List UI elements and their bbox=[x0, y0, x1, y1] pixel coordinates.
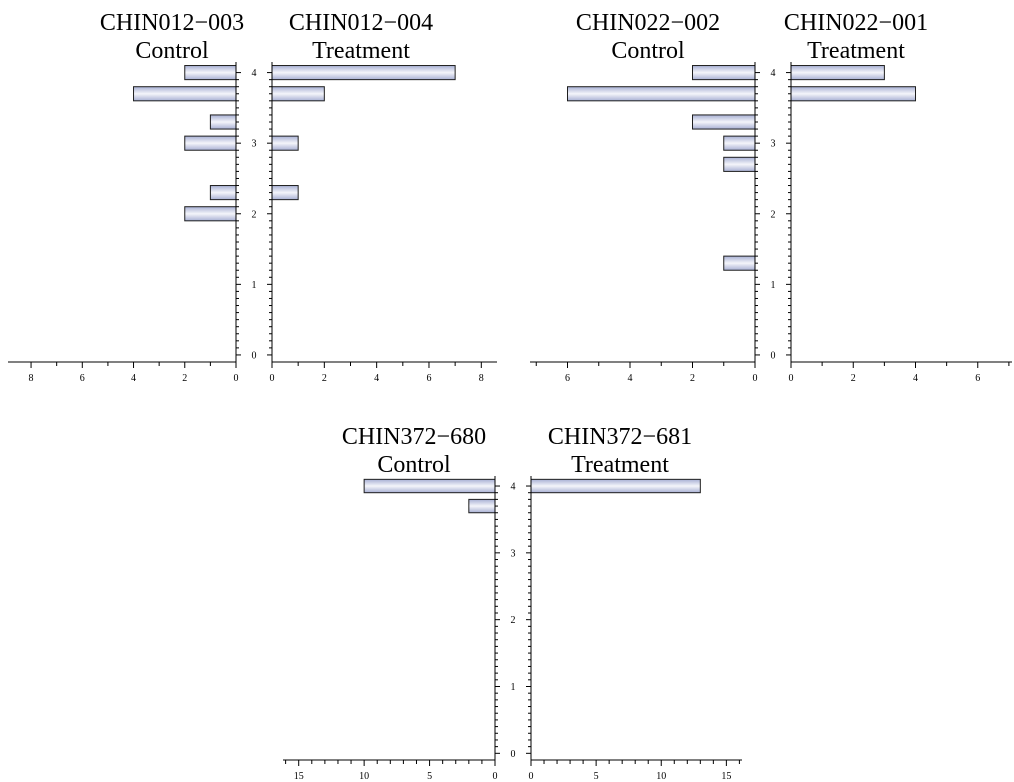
panel-left-group-title: Control bbox=[135, 38, 209, 64]
bar-left bbox=[209, 185, 237, 201]
left-x-tick-label: 6 bbox=[565, 373, 570, 384]
bar-right bbox=[790, 65, 885, 81]
y-tick-label: 1 bbox=[771, 280, 776, 291]
y-tick-label: 0 bbox=[511, 749, 516, 760]
bar-right bbox=[271, 86, 325, 102]
bar-left bbox=[567, 86, 756, 102]
right-x-tick-label: 0 bbox=[270, 373, 275, 384]
panel-left-id-title: CHIN012−003 bbox=[100, 10, 244, 36]
bar-right bbox=[271, 65, 456, 81]
bar-right bbox=[271, 135, 299, 151]
bar-left bbox=[723, 156, 756, 172]
left-x-tick-label: 2 bbox=[182, 373, 187, 384]
y-tick-label: 3 bbox=[511, 548, 516, 559]
y-tick-label: 3 bbox=[771, 139, 776, 150]
y-tick-label: 0 bbox=[771, 350, 776, 361]
right-x-tick-label: 5 bbox=[594, 771, 599, 782]
left-x-tick-label: 2 bbox=[690, 373, 695, 384]
bar-left bbox=[184, 65, 237, 81]
y-tick-label: 2 bbox=[771, 209, 776, 220]
panel-right-group-title: Treatment bbox=[571, 452, 669, 478]
panel-right-group-title: Treatment bbox=[312, 38, 410, 64]
left-x-tick-label: 5 bbox=[427, 771, 432, 782]
y-tick-label: 4 bbox=[511, 482, 516, 493]
left-x-tick-label: 0 bbox=[493, 771, 498, 782]
bar-left bbox=[468, 498, 496, 514]
right-x-tick-label: 0 bbox=[529, 771, 534, 782]
left-x-tick-label: 4 bbox=[628, 373, 633, 384]
bar-left bbox=[209, 114, 237, 130]
y-tick-label: 0 bbox=[252, 350, 257, 361]
right-x-tick-label: 4 bbox=[374, 373, 379, 384]
bar-left bbox=[692, 114, 756, 130]
bar-right bbox=[271, 185, 299, 201]
bar-left bbox=[692, 65, 756, 81]
bar-left bbox=[184, 206, 237, 222]
right-x-tick-label: 0 bbox=[789, 373, 794, 384]
y-tick-label: 1 bbox=[252, 280, 257, 291]
panel-left-group-title: Control bbox=[377, 452, 451, 478]
bar-left bbox=[363, 478, 496, 494]
panel-left-id-title: CHIN372−680 bbox=[342, 424, 486, 450]
bar-right bbox=[790, 86, 917, 102]
y-tick-label: 3 bbox=[252, 139, 257, 150]
y-tick-label: 1 bbox=[511, 682, 516, 693]
left-x-tick-label: 8 bbox=[29, 373, 34, 384]
y-tick-label: 4 bbox=[771, 68, 776, 79]
bar-right bbox=[530, 478, 701, 494]
panel-right-group-title: Treatment bbox=[807, 38, 905, 64]
left-x-tick-label: 0 bbox=[753, 373, 758, 384]
bar-left bbox=[133, 86, 237, 102]
left-x-tick-label: 15 bbox=[294, 771, 304, 782]
right-x-tick-label: 10 bbox=[656, 771, 666, 782]
y-tick-label: 2 bbox=[511, 615, 516, 626]
left-x-tick-label: 6 bbox=[80, 373, 85, 384]
left-x-tick-label: 4 bbox=[131, 373, 136, 384]
right-x-tick-label: 2 bbox=[322, 373, 327, 384]
right-x-tick-label: 6 bbox=[975, 373, 980, 384]
right-x-tick-label: 2 bbox=[851, 373, 856, 384]
panel-left-id-title: CHIN022−002 bbox=[576, 10, 720, 36]
panel-left-group-title: Control bbox=[611, 38, 685, 64]
panel-right-id-title: CHIN012−004 bbox=[289, 10, 433, 36]
right-x-tick-label: 4 bbox=[913, 373, 918, 384]
panel-right-id-title: CHIN372−681 bbox=[548, 424, 692, 450]
panel-right-id-title: CHIN022−001 bbox=[784, 10, 928, 36]
bar-left bbox=[723, 255, 756, 271]
left-x-tick-label: 0 bbox=[234, 373, 239, 384]
bar-left bbox=[723, 135, 756, 151]
y-tick-label: 4 bbox=[252, 68, 257, 79]
right-x-tick-label: 6 bbox=[426, 373, 431, 384]
right-x-tick-label: 15 bbox=[721, 771, 731, 782]
bar-left bbox=[184, 135, 237, 151]
right-x-tick-label: 8 bbox=[479, 373, 484, 384]
y-tick-label: 2 bbox=[252, 209, 257, 220]
left-x-tick-label: 10 bbox=[359, 771, 369, 782]
